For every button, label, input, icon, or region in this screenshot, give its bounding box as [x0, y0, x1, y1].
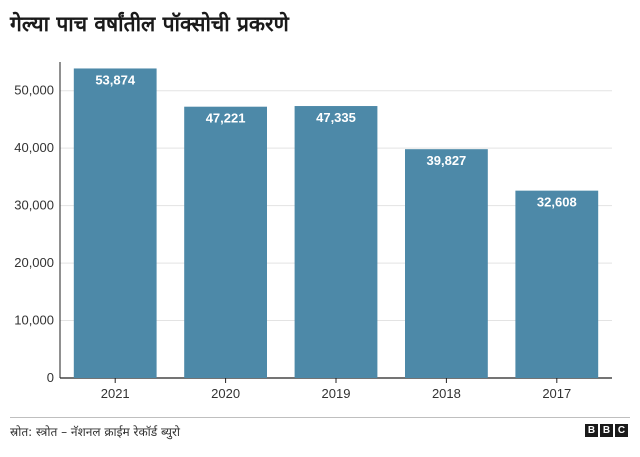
bar-value-label: 47,221 — [206, 111, 246, 126]
y-tick-label: 30,000 — [14, 198, 54, 213]
y-tick-label: 0 — [47, 370, 54, 385]
x-tick-label: 2019 — [322, 386, 351, 401]
x-tick-label: 2017 — [542, 386, 571, 401]
bbc-logo: B B C — [585, 424, 628, 437]
bar — [405, 149, 488, 378]
y-tick-label: 50,000 — [14, 83, 54, 98]
bar-value-label: 39,827 — [427, 153, 467, 168]
y-tick-label: 20,000 — [14, 255, 54, 270]
bar-value-label: 47,335 — [316, 110, 356, 125]
x-tick-label: 2020 — [211, 386, 240, 401]
source-note: स्रोत: स्त्रोत – नॅशनल क्राईम रेकॉर्ड ब्… — [10, 425, 181, 439]
bar-chart: 0 10,000 20,000 30,000 40,000 50,000 53,874 202… — [14, 62, 612, 401]
y-tick-label: 10,000 — [14, 313, 54, 328]
bbc-logo-letter: B — [600, 424, 613, 437]
x-tick-label: 2021 — [101, 386, 130, 401]
bar-value-label: 53,874 — [95, 72, 136, 87]
bar — [184, 106, 267, 378]
bar-value-label: 32,608 — [537, 195, 577, 210]
bar — [73, 68, 157, 378]
y-tick-label: 40,000 — [14, 140, 54, 155]
bbc-logo-letter: B — [585, 424, 598, 437]
footer-divider — [10, 417, 630, 418]
bar — [515, 190, 599, 378]
chart-title: गेल्या पाच वर्षांतील पॉक्सोची प्रकरणे — [10, 12, 289, 36]
x-tick-label: 2018 — [432, 386, 461, 401]
bbc-logo-letter: C — [615, 424, 628, 437]
bar — [294, 106, 378, 378]
